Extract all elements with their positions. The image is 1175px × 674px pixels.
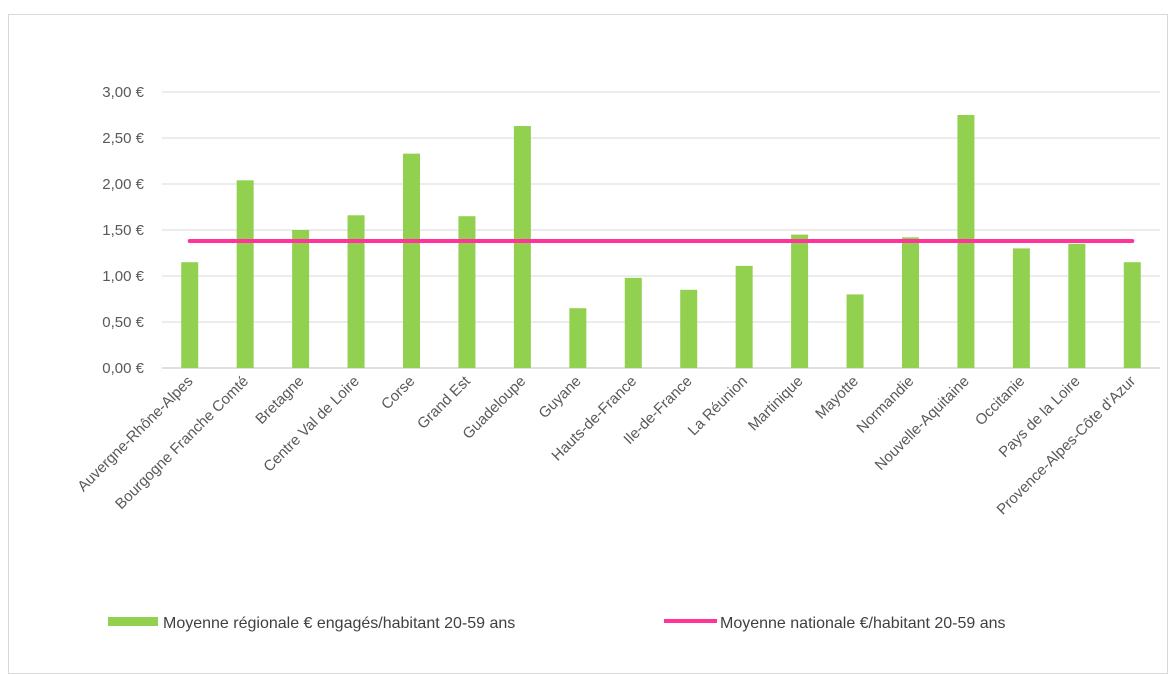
x-tick-label: Corse <box>378 373 418 413</box>
bar <box>236 180 254 368</box>
y-tick-label: 1,50 € <box>102 222 144 239</box>
y-tick-label: 0,50 € <box>102 314 144 331</box>
legend-swatch-regional <box>108 617 158 626</box>
bar <box>181 262 199 368</box>
gridlines <box>162 91 1160 369</box>
x-tick-label: Martinique <box>745 373 807 435</box>
y-tick-label: 2,50 € <box>102 130 144 147</box>
bar <box>902 237 919 368</box>
bar <box>403 153 420 368</box>
x-tick-label: Nouvelle-Aquitaine <box>872 373 973 474</box>
bar <box>569 308 587 368</box>
bars <box>181 115 1141 368</box>
bar <box>680 289 698 368</box>
x-tick-label: Guyane <box>535 373 584 422</box>
bar-chart: 0,00 € 0,50 € 1,00 € 1,50 € 2,00 € 2,50 € 3,00… <box>74 84 1160 632</box>
x-tick-label: Occitanie <box>972 373 1028 429</box>
bar <box>458 216 476 368</box>
y-tick-label: 2,00 € <box>102 176 144 193</box>
y-axis-ticks: 0,00 € 0,50 € 1,00 € 1,50 € 2,00 € 2,50 € 3,00… <box>102 84 144 377</box>
bar <box>1012 248 1030 368</box>
bar <box>1123 262 1141 368</box>
legend-label-regional: Moyenne régionale € engagés/habitant 20-… <box>163 615 515 632</box>
x-tick-label: Centre Val de Loire <box>260 373 363 476</box>
y-tick-label: 1,00 € <box>102 268 144 285</box>
legend: Moyenne régionale € engagés/habitant 20-… <box>108 615 1006 632</box>
x-tick-label: Bretagne <box>252 373 307 428</box>
bar <box>846 294 864 368</box>
x-tick-label: Mayotte <box>812 373 862 423</box>
bar <box>624 277 642 368</box>
bar <box>513 126 531 368</box>
bar <box>791 234 809 368</box>
bar <box>292 230 310 368</box>
chart-frame <box>8 14 1168 674</box>
bar <box>1068 243 1086 368</box>
y-tick-label: 0,00 € <box>102 360 144 377</box>
bar <box>347 215 365 368</box>
y-tick-label: 3,00 € <box>102 84 144 101</box>
legend-label-national: Moyenne nationale €/habitant 20-59 ans <box>720 615 1006 632</box>
x-tick-label: La Réunion <box>685 373 751 439</box>
bar <box>735 265 753 368</box>
